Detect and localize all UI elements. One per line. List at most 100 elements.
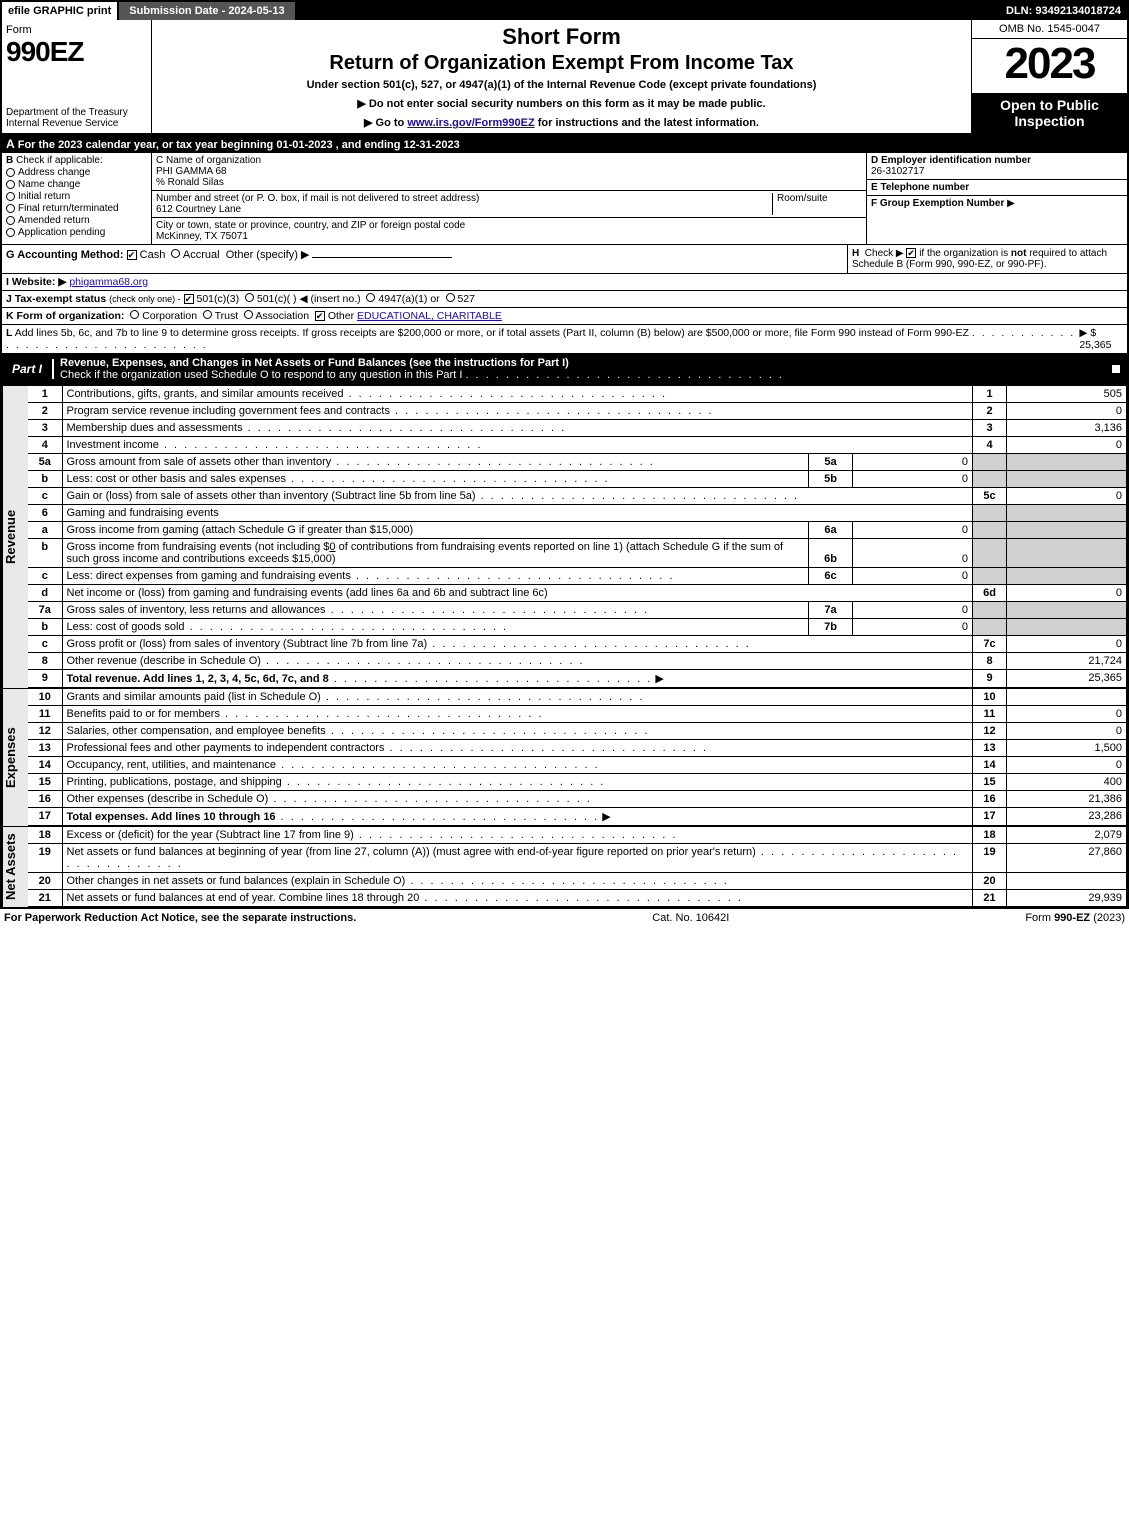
l1-desc: Contributions, gifts, grants, and simila… [67, 388, 344, 400]
l11-rn: 11 [973, 706, 1007, 723]
trust-radio[interactable] [203, 310, 212, 319]
501c3-checkbox[interactable] [184, 294, 194, 304]
l15-desc: Printing, publications, postage, and shi… [67, 776, 282, 788]
subtitle: Under section 501(c), 527, or 4947(a)(1)… [158, 79, 965, 91]
l18-num: 18 [28, 827, 62, 844]
l15-num: 15 [28, 774, 62, 791]
ssn-warning: ▶ Do not enter social security numbers o… [158, 97, 965, 110]
l3-rn: 3 [973, 420, 1007, 437]
part1-title-text: Revenue, Expenses, and Changes in Net As… [60, 357, 569, 369]
l9-val: 25,365 [1007, 670, 1127, 688]
form-number: 990EZ [6, 36, 147, 68]
part1-checkbox[interactable] [1111, 364, 1121, 374]
j-note: (check only one) - [109, 294, 181, 304]
initial-return-radio[interactable] [6, 192, 15, 201]
room-suite-label: Room/suite [772, 193, 862, 215]
h-checkbox[interactable] [906, 248, 916, 258]
l13-val: 1,500 [1007, 740, 1127, 757]
l5b-sv: 0 [853, 471, 973, 488]
k-opt-1: Trust [215, 310, 239, 322]
l16-desc: Other expenses (describe in Schedule O) [67, 793, 269, 805]
l7a-shade2 [1007, 602, 1127, 619]
l8-desc: Other revenue (describe in Schedule O) [67, 655, 261, 667]
l3-desc: Membership dues and assessments [67, 422, 243, 434]
city-label: City or town, state or province, country… [156, 220, 862, 231]
name-change-radio[interactable] [6, 180, 15, 189]
short-form-title: Short Form [158, 24, 965, 50]
l20-rn: 20 [973, 873, 1007, 890]
assoc-radio[interactable] [244, 310, 253, 319]
l6d-rn: 6d [973, 585, 1007, 602]
k-opt-0: Corporation [142, 310, 197, 322]
col-de: D Employer identification number 26-3102… [867, 153, 1127, 244]
j-o3: 4947(a)(1) or [378, 293, 439, 305]
l7c-num: c [28, 636, 62, 653]
website-link[interactable]: phigamma68.org [69, 276, 148, 288]
l8-rn: 8 [973, 653, 1007, 670]
form-page: efile GRAPHIC print Submission Date - 20… [0, 0, 1129, 909]
l11-val: 0 [1007, 706, 1127, 723]
i-label: I Website: ▶ [6, 276, 66, 288]
submission-date: Submission Date - 2024-05-13 [119, 2, 296, 20]
cash-checkbox[interactable] [127, 250, 137, 260]
l6c-sv: 0 [853, 568, 973, 585]
l20-val [1007, 873, 1127, 890]
h-label: H [852, 248, 859, 259]
l6a-desc: Gross income from gaming (attach Schedul… [62, 522, 809, 539]
h-text2: if the organization is [919, 248, 1011, 259]
app-pending-radio[interactable] [6, 228, 15, 237]
h-text1: Check ▶ [865, 248, 904, 259]
accrual-radio[interactable] [171, 249, 180, 258]
k-other-text[interactable]: EDUCATIONAL, CHARITABLE [357, 310, 502, 322]
spacer [297, 2, 1000, 20]
dots2 [465, 369, 784, 381]
row-j: J Tax-exempt status (check only one) - 5… [2, 291, 1127, 308]
other-specify-input[interactable] [312, 257, 452, 258]
footer-mid: Cat. No. 10642I [652, 912, 729, 924]
l7c-val: 0 [1007, 636, 1127, 653]
527-radio[interactable] [446, 293, 455, 302]
e-label: E Telephone number [871, 182, 969, 193]
goto-link[interactable]: www.irs.gov/Form990EZ [407, 117, 534, 129]
final-return-radio[interactable] [6, 204, 15, 213]
l6-shade2 [1007, 505, 1127, 522]
l-arrow: ▶ $ [1079, 327, 1096, 339]
g-label: G Accounting Method: [6, 249, 124, 261]
dln: DLN: 93492134018724 [1000, 2, 1127, 20]
l2-val: 0 [1007, 403, 1127, 420]
l4-num: 4 [28, 437, 62, 454]
a-text: For the 2023 calendar year, or tax year … [18, 139, 460, 151]
l12-desc: Salaries, other compensation, and employ… [67, 725, 326, 737]
501c-radio[interactable] [245, 293, 254, 302]
addr-change-radio[interactable] [6, 168, 15, 177]
goto-row: ▶ Go to www.irs.gov/Form990EZ for instru… [158, 116, 965, 129]
street-label: Number and street (or P. O. box, if mail… [156, 193, 772, 204]
l15-val: 400 [1007, 774, 1127, 791]
goto-prefix: ▶ Go to [364, 117, 407, 129]
other-checkbox[interactable] [315, 311, 325, 321]
l4-val: 0 [1007, 437, 1127, 454]
revenue-section: Revenue 1Contributions, gifts, grants, a… [2, 385, 1127, 688]
4947-radio[interactable] [366, 293, 375, 302]
org-name: PHI GAMMA 68 [156, 166, 862, 177]
l6d-num: d [28, 585, 62, 602]
l2-num: 2 [28, 403, 62, 420]
b-opt-4: Amended return [18, 215, 90, 226]
l6b-num: b [28, 539, 62, 568]
l21-rn: 21 [973, 890, 1007, 907]
expenses-table: 10Grants and similar amounts paid (list … [28, 688, 1127, 826]
l17-rn: 17 [973, 808, 1007, 826]
form-label: Form [6, 24, 147, 36]
amended-return-radio[interactable] [6, 216, 15, 225]
part1-bar: Part I Revenue, Expenses, and Changes in… [2, 354, 1127, 385]
header-right: OMB No. 1545-0047 2023 Open to Public In… [972, 20, 1127, 133]
l7b-desc: Less: cost of goods sold [67, 621, 185, 633]
netassets-section: Net Assets 18Excess or (deficit) for the… [2, 826, 1127, 907]
l21-val: 29,939 [1007, 890, 1127, 907]
d-label: D Employer identification number [871, 155, 1031, 166]
netassets-label: Net Assets [2, 826, 28, 907]
l18-rn: 18 [973, 827, 1007, 844]
corp-radio[interactable] [130, 310, 139, 319]
c-name-label: C Name of organization [156, 155, 862, 166]
a-label: A [6, 137, 15, 151]
